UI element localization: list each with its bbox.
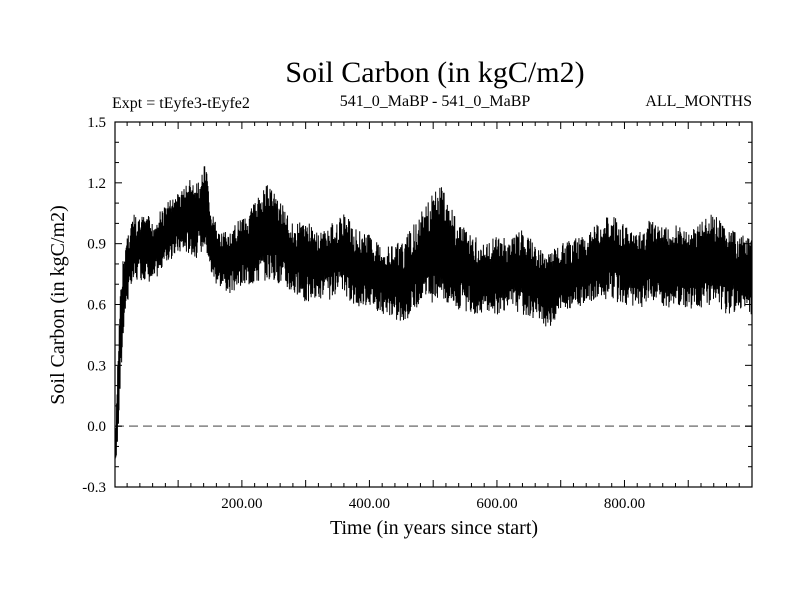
y-tick-label: 0.6 bbox=[87, 298, 106, 314]
y-tick-label: -0.3 bbox=[82, 480, 106, 496]
x-tick-label: 600.00 bbox=[476, 496, 517, 512]
plot-area bbox=[115, 122, 752, 487]
x-tick-label: 800.00 bbox=[604, 496, 645, 512]
y-tick-label: 0.9 bbox=[87, 237, 106, 253]
x-tick-label: 400.00 bbox=[349, 496, 390, 512]
x-axis-label: Time (in years since start) bbox=[330, 517, 538, 539]
period-label: 541_0_MaBP - 541_0_MaBP bbox=[340, 93, 531, 110]
chart-title: Soil Carbon (in kgC/m2) bbox=[285, 56, 584, 89]
experiment-label: Expt = tEyfe3-tEyfe2 bbox=[112, 95, 250, 112]
y-tick-label: 0.0 bbox=[87, 419, 106, 435]
plot-background bbox=[115, 122, 752, 487]
y-tick-label: 1.2 bbox=[87, 176, 106, 192]
y-tick-label: 0.3 bbox=[87, 358, 106, 374]
y-axis-label: Soil Carbon (in kgC/m2) bbox=[47, 205, 69, 404]
series-layer bbox=[114, 166, 753, 459]
y-axis-ticks: -0.3 0.0 0.3 0.6 0.9 1.2 1.5 bbox=[82, 115, 752, 496]
series-line-0 bbox=[114, 166, 753, 459]
x-tick-label: 200.00 bbox=[221, 496, 262, 512]
x-axis-ticks: 200.00 400.00 600.00 800.00 bbox=[126, 122, 740, 512]
y-tick-label: 1.5 bbox=[87, 115, 106, 131]
months-label: ALL_MONTHS bbox=[645, 93, 752, 110]
